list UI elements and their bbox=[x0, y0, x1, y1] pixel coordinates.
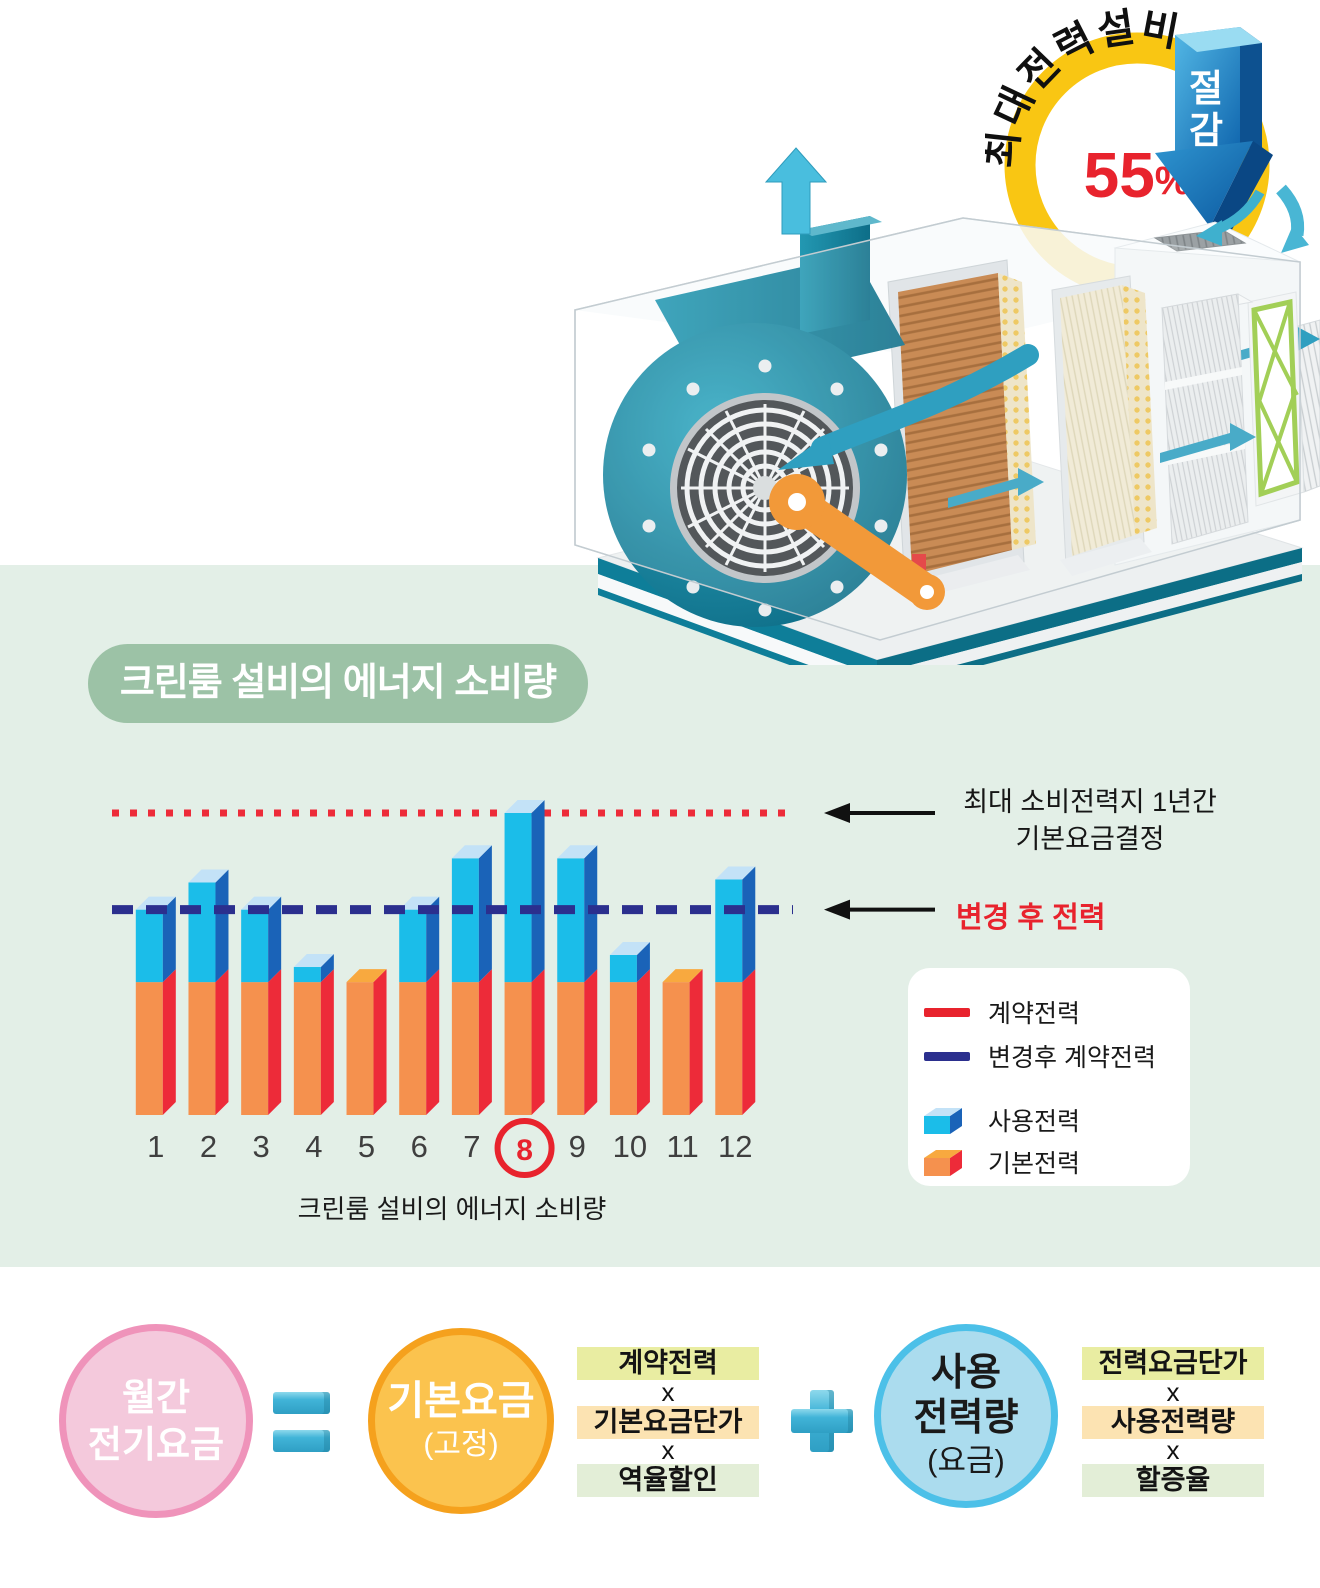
usage-line1: 사용 bbox=[931, 1352, 1001, 1394]
section-title-pill: 크린룸 설비의 에너지 소비량 bbox=[88, 644, 588, 723]
copper-coil bbox=[887, 259, 1044, 600]
basic-fee-circle: 기본요금 (고정) bbox=[368, 1328, 554, 1514]
legend-label: 기본전력 bbox=[988, 1150, 1081, 1178]
legend-item-used: 사용전력 bbox=[924, 1102, 1080, 1138]
legend-item-contracted: 계약전력 bbox=[924, 994, 1080, 1030]
airflow-arrows bbox=[764, 147, 1039, 470]
peak-annotation-line2: 기본요금결정 bbox=[1015, 824, 1165, 854]
changed-power-annotation: 변경 후 전력 bbox=[956, 902, 1106, 934]
equals-icon bbox=[273, 1430, 330, 1452]
monthly-bill-line2: 전기요금 bbox=[87, 1424, 225, 1465]
factor-contracted-power: 계약전력 bbox=[577, 1347, 759, 1380]
chart-caption: 크린룸 설비의 에너지 소비량 bbox=[297, 1194, 607, 1224]
ahu-machine-illustration bbox=[574, 147, 1320, 665]
blue-cube-icon bbox=[924, 1108, 962, 1134]
red-line-swatch bbox=[924, 1007, 970, 1017]
glass-film bbox=[575, 218, 1300, 640]
plus-icon bbox=[791, 1390, 853, 1452]
equals-icon bbox=[273, 1392, 330, 1414]
times-sign: x bbox=[1166, 1377, 1180, 1407]
beige-filter bbox=[1051, 275, 1157, 576]
times-sign: x bbox=[661, 1435, 675, 1465]
legend-label: 계약전력 bbox=[988, 1000, 1081, 1028]
arrow-label-char-1: 절 bbox=[1189, 68, 1223, 109]
arrow-label-char-2: 감 bbox=[1189, 110, 1223, 151]
small-cyan-arrow-icon bbox=[1276, 184, 1309, 253]
bolts bbox=[642, 359, 888, 617]
peak-annotation-line1: 최대 소비전력지 1년간 bbox=[963, 787, 1217, 817]
legend-label: 사용전력 bbox=[988, 1108, 1081, 1136]
factor-surcharge-rate: 할증율 bbox=[1082, 1464, 1264, 1497]
orange-cube-icon bbox=[924, 1150, 962, 1176]
slat-filter-stack bbox=[1160, 293, 1256, 545]
crank-arm bbox=[769, 474, 945, 610]
legend-item-base: 기본전력 bbox=[924, 1144, 1080, 1180]
factor-power-factor-discount: 역율할인 bbox=[577, 1464, 759, 1497]
usage-line3: (요금) bbox=[927, 1443, 1005, 1478]
monthly-bill-line1: 월간 bbox=[121, 1377, 191, 1418]
legend-label: 변경후 계약전력 bbox=[988, 1044, 1156, 1072]
peak-annotation: 최대 소비전력지 1년간 기본요금결정 bbox=[945, 784, 1235, 858]
blower-fan bbox=[603, 216, 945, 627]
factor-power-unit-price: 전력요금단가 bbox=[1082, 1347, 1264, 1380]
enclosure-edges bbox=[574, 217, 1301, 641]
usage-fee-circle: 사용 전력량 (요금) bbox=[874, 1324, 1058, 1508]
reduction-arrow-icon: 절 감 bbox=[1155, 27, 1273, 237]
monthly-bill-circle: 월간 전기요금 bbox=[59, 1324, 253, 1518]
usage-line2: 전력량 bbox=[913, 1397, 1019, 1439]
chart-legend: 계약전력 변경후 계약전력 사용전력 기본전력 bbox=[908, 968, 1190, 1186]
basic-fee-line1: 기본요금 bbox=[387, 1379, 535, 1423]
inlet-arrow-icon bbox=[1196, 220, 1222, 246]
basic-fee-line2: (고정) bbox=[423, 1428, 499, 1461]
times-sign: x bbox=[661, 1377, 675, 1407]
legend-item-changed: 변경후 계약전력 bbox=[924, 1038, 1156, 1074]
times-sign: x bbox=[1166, 1435, 1180, 1465]
factor-used-power: 사용전력량 bbox=[1082, 1406, 1264, 1439]
factor-basic-unit-price: 기본요금단가 bbox=[577, 1406, 759, 1439]
navy-line-swatch bbox=[924, 1051, 970, 1061]
